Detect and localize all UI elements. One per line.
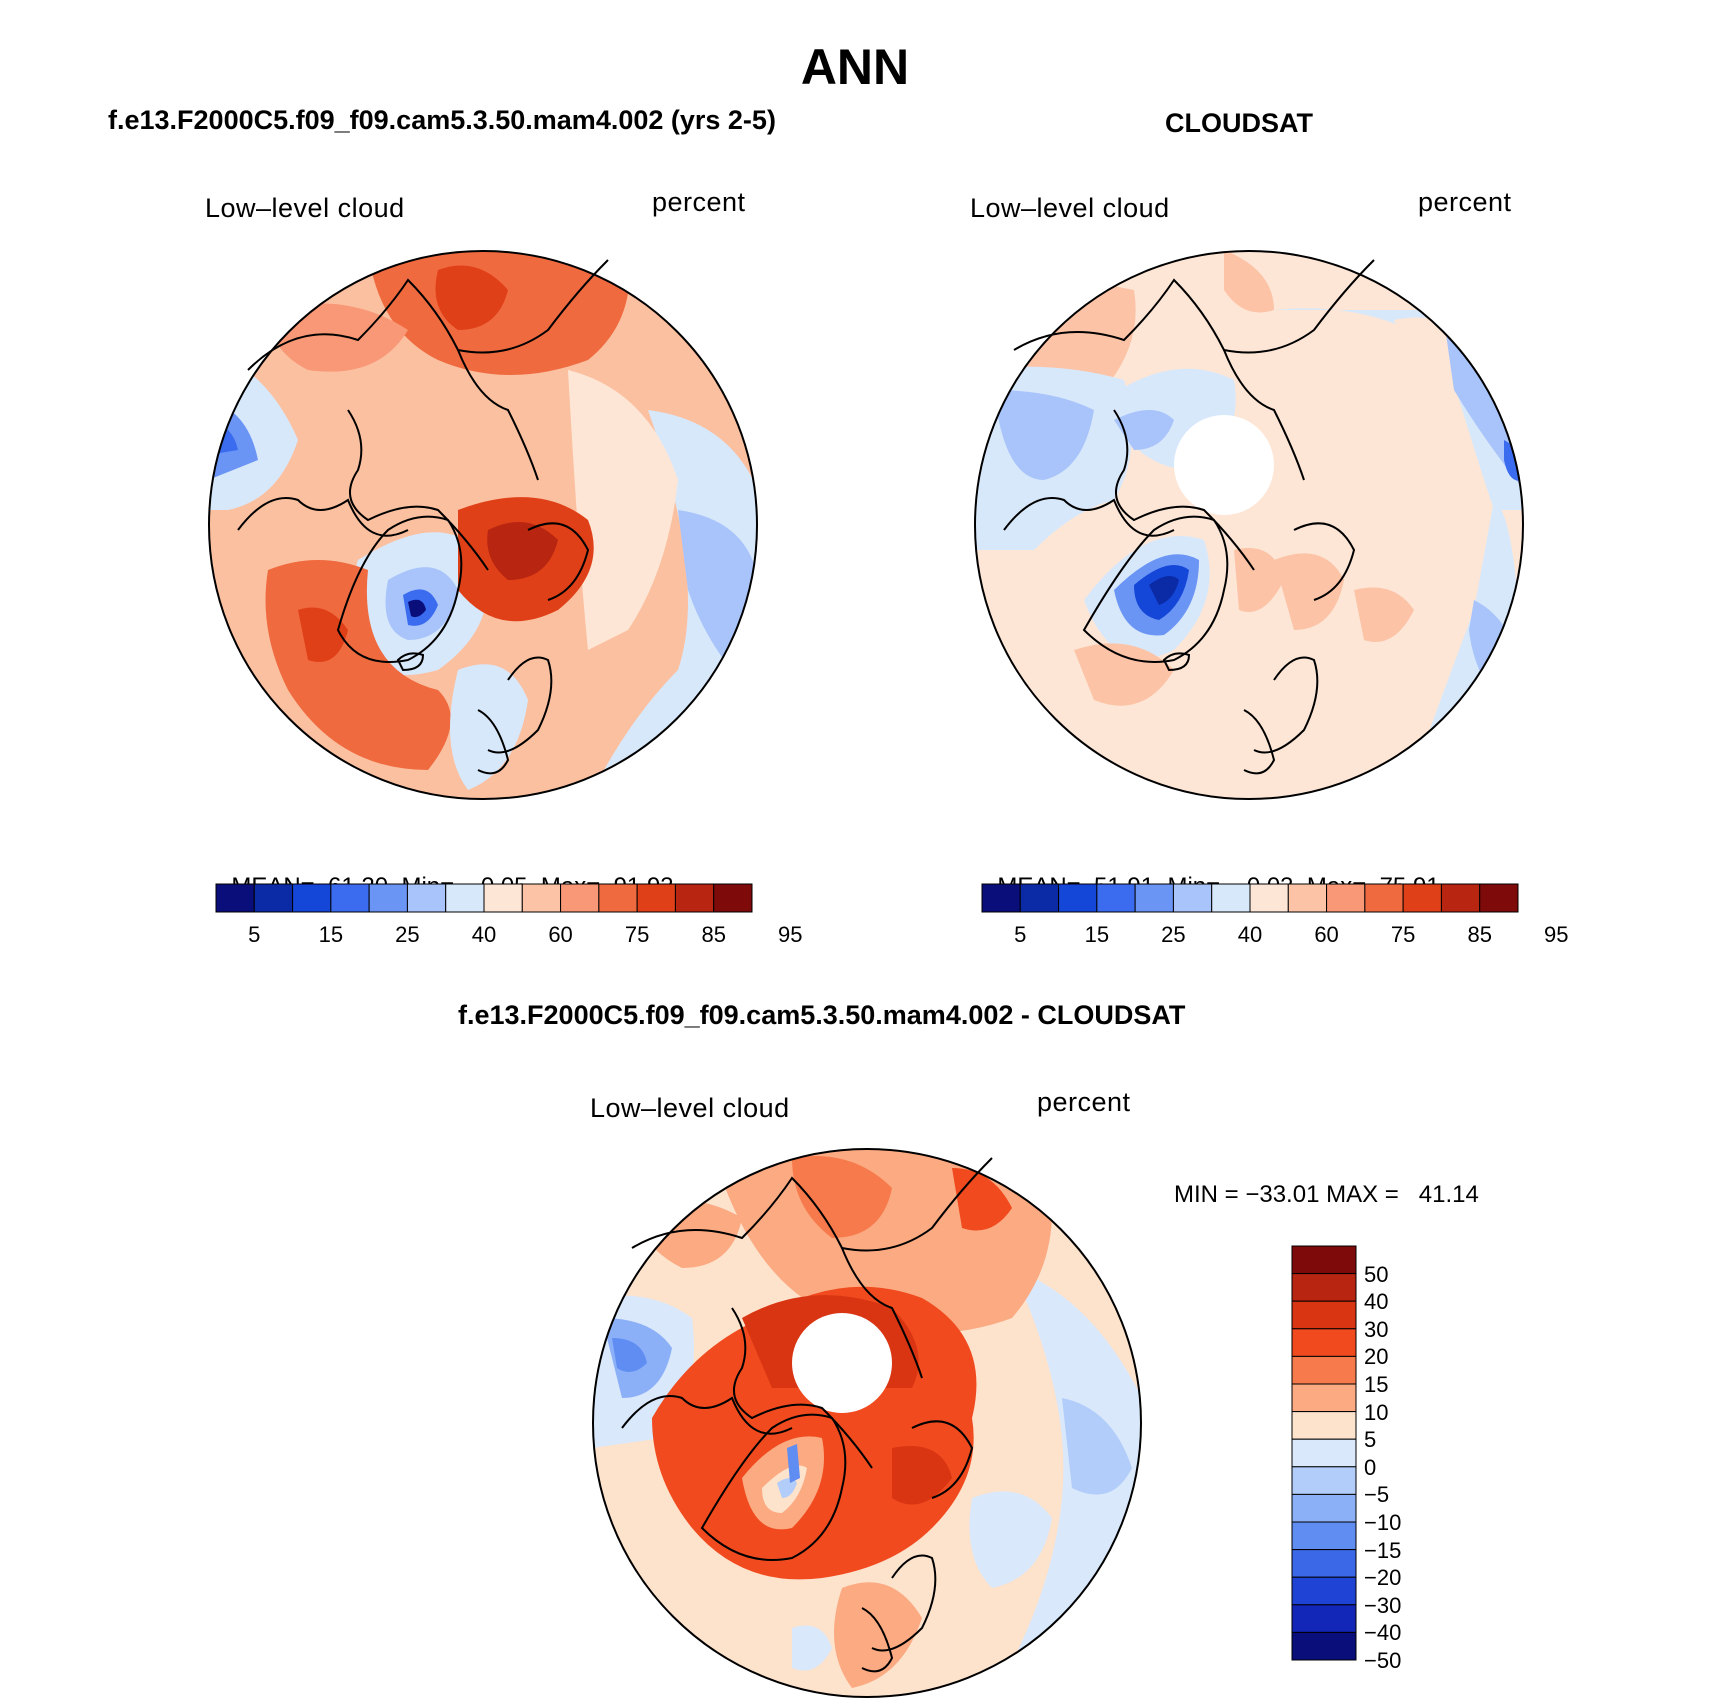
diff-colorbar-tick-label: −40 [1364,1620,1402,1646]
figure-title: ANN [800,39,910,95]
model-colorbar-box [636,883,676,913]
diff-colorbar-box [1291,1383,1357,1413]
model-units-label: percent [652,187,746,217]
model-colorbar-box [368,883,408,913]
diff-colorbar-tick-label: −20 [1364,1565,1402,1591]
obs-colorbar-tick-label: 15 [1084,922,1110,947]
obs-variable-label: Low–level cloud [970,193,1170,223]
diff-colorbar-box [1291,1493,1357,1523]
model-colorbar-box [215,883,255,913]
diff-colorbar-box [1291,1521,1357,1551]
model-colorbar-ticks: 5 15 25 40 60 75 85 95 [216,922,802,952]
obs-colorbar-tick-label: 85 [1467,922,1492,947]
obs-colorbar-box [1326,883,1366,913]
diff-colorbar-tick-label: −5 [1364,1482,1390,1508]
diff-colorbar-tick-label: 30 [1364,1316,1389,1342]
diff-polar-map [592,1148,1142,1698]
obs-colorbar-box [1172,883,1213,913]
obs-colorbar-tick-label: 40 [1237,922,1263,947]
obs-colorbar-box [1440,883,1481,913]
obs-colorbar-box [981,883,1021,913]
obs-colorbar-box [1402,883,1442,913]
diff-colorbar-ticks: 50 40 30 20 15 10 5 0 −5 −10 −15 −20 −30 −40 −50 [1364,1246,1444,1673]
diff-colorbar-box [1291,1273,1357,1302]
obs-units-label: percent [1418,187,1512,217]
obs-colorbar-tick-label: 60 [1314,922,1339,947]
diff-colorbar-box [1291,1549,1357,1578]
model-colorbar-box [292,883,332,913]
obs-colorbar-tick-label: 75 [1390,922,1416,947]
diff-colorbar-tick-label: 20 [1364,1344,1389,1370]
obs-colorbar-box [1364,883,1404,913]
obs-colorbar-tick-label: 25 [1161,922,1186,947]
model-colorbar-box [445,883,485,913]
obs-polar-map [974,250,1524,800]
model-colorbar-tick-label: 25 [395,922,420,947]
obs-colorbar-ticks: 5 15 25 40 60 75 85 95 [982,922,1568,952]
model-colorbar [215,883,753,913]
model-colorbar-tick-label: 95 [778,922,803,947]
diff-colorbar-tick-label: 15 [1364,1372,1389,1397]
obs-colorbar-tick-label: 5 [1014,922,1027,947]
obs-panel-title: CLOUDSAT [1165,108,1313,138]
diff-colorbar-tick-label: −15 [1364,1537,1402,1563]
model-colorbar-tick-label: 40 [471,922,497,947]
model-colorbar-tick-label: 5 [248,922,261,947]
diff-colorbar-box [1291,1411,1357,1440]
obs-colorbar-box [1287,883,1328,913]
model-colorbar-box [483,883,523,913]
diff-colorbar [1291,1245,1357,1661]
model-colorbar-box [253,883,294,913]
diff-colorbar-box [1291,1300,1357,1330]
diff-colorbar-box [1291,1245,1357,1275]
model-colorbar-box [330,883,370,913]
obs-colorbar-box [1479,883,1519,913]
obs-colorbar [981,883,1519,913]
obs-colorbar-box [1096,883,1136,913]
diff-minmax-label: MIN = −33.01 MAX = 41.14 [1174,1181,1479,1208]
diff-variable-label: Low–level cloud [590,1093,790,1123]
obs-colorbar-tick-label: 95 [1544,922,1569,947]
obs-colorbar-box [1249,883,1289,913]
model-polar-map [208,250,758,800]
model-colorbar-box [598,883,638,913]
diff-units-label: percent [1037,1087,1131,1117]
model-panel-title: f.e13.F2000C5.f09_f09.cam5.3.50.mam4.002… [108,105,776,135]
diff-colorbar-box [1291,1604,1357,1633]
obs-colorbar-box [1134,883,1174,913]
model-colorbar-tick-label: 60 [548,922,573,947]
model-colorbar-tick-label: 15 [318,922,344,947]
diff-colorbar-tick-label: 40 [1364,1289,1389,1315]
obs-colorbar-box [1211,883,1251,913]
model-colorbar-tick-label: 75 [624,922,650,947]
diff-colorbar-tick-label: 10 [1364,1399,1389,1425]
diff-colorbar-box [1291,1438,1357,1468]
diff-colorbar-tick-label: −10 [1364,1510,1402,1535]
diff-colorbar-box [1291,1466,1357,1495]
diff-colorbar-tick-label: 5 [1364,1427,1377,1453]
model-colorbar-tick-label: 85 [701,922,726,947]
diff-colorbar-box [1291,1355,1357,1385]
diff-colorbar-tick-label: −50 [1364,1648,1402,1673]
obs-colorbar-box [1019,883,1060,913]
diff-colorbar-tick-label: 0 [1364,1454,1377,1480]
model-variable-label: Low–level cloud [205,193,405,223]
diff-colorbar-box [1291,1576,1357,1606]
model-colorbar-box [560,883,600,913]
diff-panel-title: f.e13.F2000C5.f09_f09.cam5.3.50.mam4.002… [458,1000,1186,1030]
model-colorbar-box [674,883,715,913]
diff-colorbar-box [1291,1631,1357,1661]
diff-colorbar-tick-label: −30 [1364,1592,1402,1618]
model-colorbar-box [713,883,753,913]
model-colorbar-box [521,883,562,913]
diff-colorbar-tick-label: 50 [1364,1261,1389,1287]
model-colorbar-box [406,883,447,913]
diff-colorbar-box [1291,1328,1357,1357]
obs-colorbar-box [1058,883,1098,913]
